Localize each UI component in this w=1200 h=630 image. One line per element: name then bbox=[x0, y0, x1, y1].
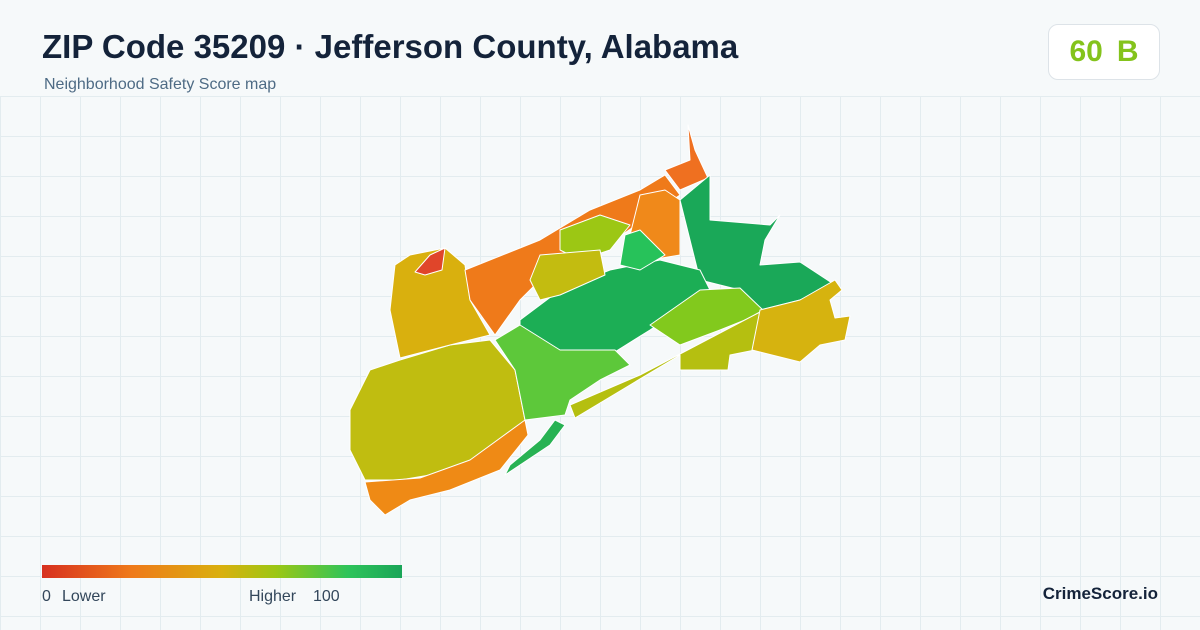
region bbox=[364, 419, 529, 516]
score-badge: 60 B bbox=[1048, 24, 1160, 80]
region bbox=[664, 124, 709, 191]
region bbox=[389, 247, 491, 359]
region bbox=[529, 249, 606, 301]
region bbox=[569, 311, 761, 419]
region bbox=[414, 247, 446, 276]
legend-max: 100 bbox=[313, 588, 340, 605]
subtitle: Neighborhood Safety Score map bbox=[44, 76, 277, 93]
header: ZIP Code 35209 · Jefferson County, Alaba… bbox=[0, 0, 1200, 97]
legend-gradient bbox=[42, 565, 402, 578]
region bbox=[751, 279, 851, 363]
title: ZIP Code 35209 · Jefferson County, Alaba… bbox=[42, 28, 739, 65]
region bbox=[504, 419, 566, 476]
region bbox=[559, 214, 631, 261]
region bbox=[619, 229, 666, 271]
brand: CrimeScore.io bbox=[1042, 584, 1158, 603]
score-grade: B bbox=[1116, 35, 1139, 68]
legend-max-label: Higher bbox=[249, 588, 297, 605]
legend-min-label: Lower bbox=[62, 588, 106, 605]
score-value: 60 bbox=[1069, 35, 1103, 68]
region bbox=[494, 324, 631, 421]
legend-min: 0 bbox=[42, 588, 51, 605]
